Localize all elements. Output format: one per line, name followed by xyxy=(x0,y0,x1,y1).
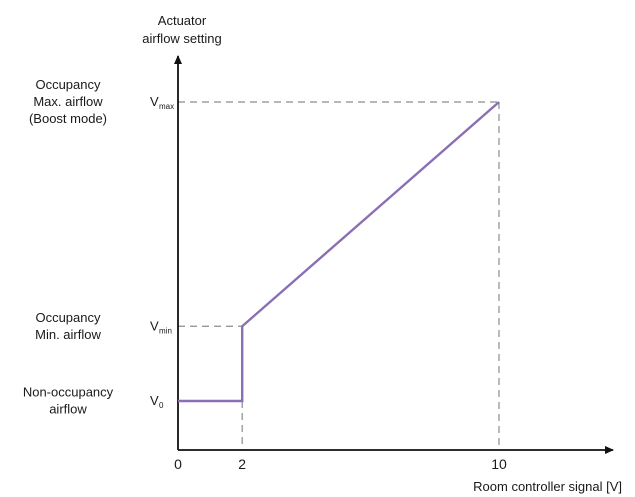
y-level-symbol-vmin: V xyxy=(150,318,159,333)
guide-lines xyxy=(178,101,500,450)
x-tick-label-10: 10 xyxy=(491,456,507,472)
airflow-series-line xyxy=(178,101,500,403)
y-level-subscript-vmax: max xyxy=(159,102,174,111)
y-level-desc-v0-0: Non-occupancy xyxy=(23,385,114,400)
series-group xyxy=(178,101,500,403)
y-level-symbol-vmax: V xyxy=(150,94,159,109)
y-level-desc-v0-1: airflow xyxy=(49,402,87,417)
y-level-desc-vmax-0: Occupancy xyxy=(35,77,101,92)
y-level-desc-vmin-1: Min. airflow xyxy=(35,327,101,342)
x-tick-label-0: 0 xyxy=(174,456,182,472)
y-level-desc-vmax-2: (Boost mode) xyxy=(29,111,107,126)
x-axis-title: Room controller signal [V] xyxy=(473,479,622,494)
y-level-subscript-vmin: min xyxy=(159,326,172,335)
x-tick-label-2: 2 xyxy=(238,456,246,472)
y-level-desc-vmin-0: Occupancy xyxy=(35,310,101,325)
y-level-subscript-v0: 0 xyxy=(159,401,164,410)
y-axis-title-line-2: airflow setting xyxy=(142,31,221,46)
y-level-desc-vmax-1: Max. airflow xyxy=(33,94,103,109)
y-level-symbol-v0: V xyxy=(150,393,159,408)
y-axis-title-line-1: Actuator xyxy=(158,13,207,28)
x-tick-labels: 0 2 10 xyxy=(174,456,507,472)
